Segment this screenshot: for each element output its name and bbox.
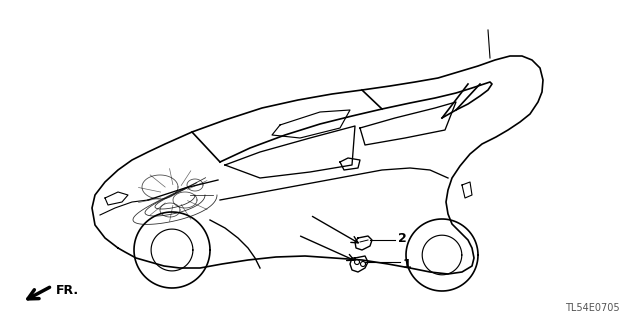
Text: 2: 2 [398, 232, 407, 244]
Text: 1: 1 [403, 257, 412, 271]
Text: TL54E0705: TL54E0705 [565, 303, 620, 313]
Text: FR.: FR. [56, 285, 79, 298]
